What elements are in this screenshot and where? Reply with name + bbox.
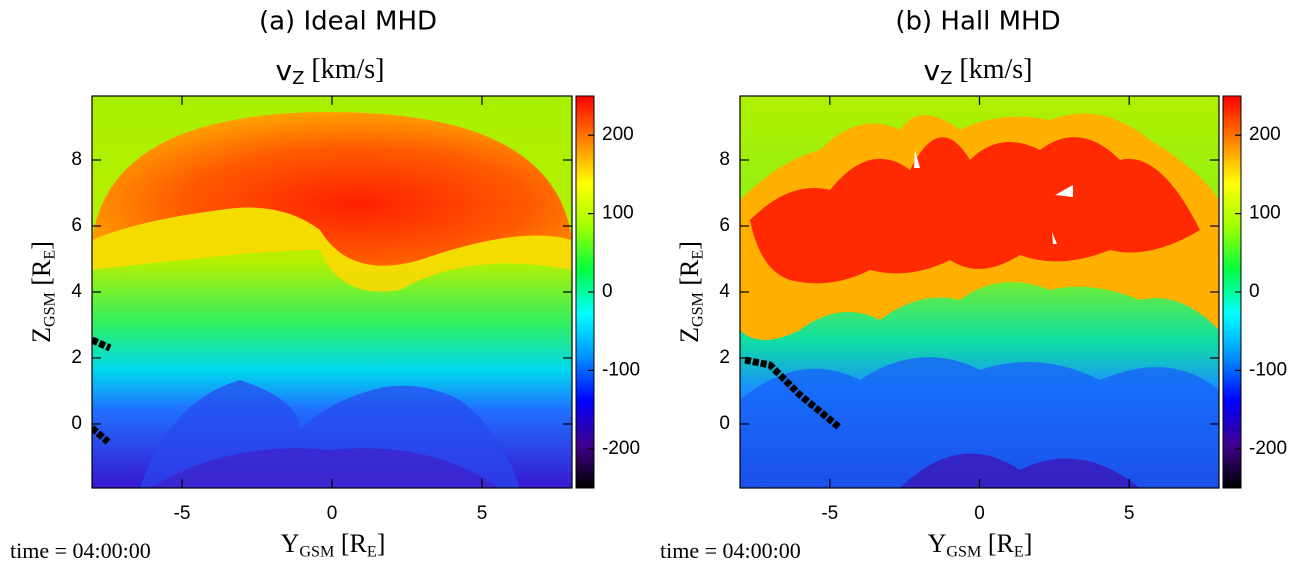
field-b [740, 96, 1219, 488]
label-part: [R [981, 529, 1014, 558]
colorbar-tick-label: 200 [1249, 124, 1281, 145]
subscript: Z [940, 68, 952, 89]
label-part: [km/s] [952, 54, 1032, 85]
colorbar-tick-label: 100 [602, 203, 634, 224]
y-tick-label: 8 [719, 149, 730, 170]
colorbar-tick-label: -100 [1249, 359, 1287, 380]
y-tick-label: 8 [71, 149, 82, 170]
y-tick-label: 4 [719, 281, 730, 302]
colorbar-tick-label: 100 [1249, 203, 1281, 224]
subscript: GSM [299, 543, 334, 560]
colorbar-tick-label: 0 [602, 281, 613, 302]
subscript: GSM [41, 292, 58, 327]
y-tick-label: 2 [719, 347, 730, 368]
label-part: v [923, 54, 940, 87]
label-part: [km/s] [304, 54, 384, 85]
subscript: E [367, 543, 377, 560]
colorbar-tick-label: 200 [602, 124, 634, 145]
subtitle: vZ [km/s] [275, 54, 384, 89]
label-part: [R [27, 259, 56, 292]
subscript: GSM [689, 292, 706, 327]
annotation: time = 04:00:00 [10, 538, 151, 563]
label-part: Y [281, 529, 300, 558]
subtitle: vZ [km/s] [923, 54, 1032, 89]
y-tick-label: 6 [71, 215, 82, 236]
label-part: [R [675, 259, 704, 292]
axis-label: YGSM [RE] [928, 529, 1033, 560]
colorbar-tick-label: -200 [602, 438, 640, 459]
label-part: ] [675, 241, 704, 250]
x-tick-label: 0 [327, 503, 338, 524]
y-tick-label: 4 [71, 281, 82, 302]
label-part: ] [377, 529, 386, 558]
y-tick-label: 0 [71, 413, 82, 434]
label-part: Z [27, 327, 56, 343]
label-part: [R [334, 529, 367, 558]
chart-title: (a) Ideal MHD [259, 7, 437, 37]
y-tick-label: 2 [71, 347, 82, 368]
subscript: GSM [946, 543, 981, 560]
annotation: time = 04:00:00 [660, 538, 801, 563]
label-part: Z [675, 327, 704, 343]
y-tick-label: 6 [719, 215, 730, 236]
axis-label: ZGSM [RE] [27, 241, 58, 343]
label-part: ] [1024, 529, 1033, 558]
y-tick-label: 0 [719, 413, 730, 434]
field-a [92, 96, 572, 488]
subscript: E [41, 250, 58, 260]
axis-label: YGSM [RE] [281, 529, 386, 560]
label-part: ] [27, 241, 56, 250]
colorbar-tick-label: 0 [1249, 281, 1260, 302]
label-part: v [275, 54, 292, 87]
subscript: E [689, 250, 706, 260]
x-tick-label: 5 [477, 503, 488, 524]
label-part: Y [928, 529, 947, 558]
chart-title: (b) Hall MHD [895, 7, 1060, 37]
x-tick-label: -5 [821, 503, 838, 524]
axis-label: ZGSM [RE] [675, 241, 706, 343]
colorbar-tick-label: -200 [1249, 438, 1287, 459]
colorbar-tick-label: -100 [602, 359, 640, 380]
x-tick-label: -5 [174, 503, 191, 524]
x-tick-label: 0 [974, 503, 985, 524]
subscript: Z [292, 68, 304, 89]
x-tick-label: 5 [1124, 503, 1135, 524]
subscript: E [1014, 543, 1024, 560]
